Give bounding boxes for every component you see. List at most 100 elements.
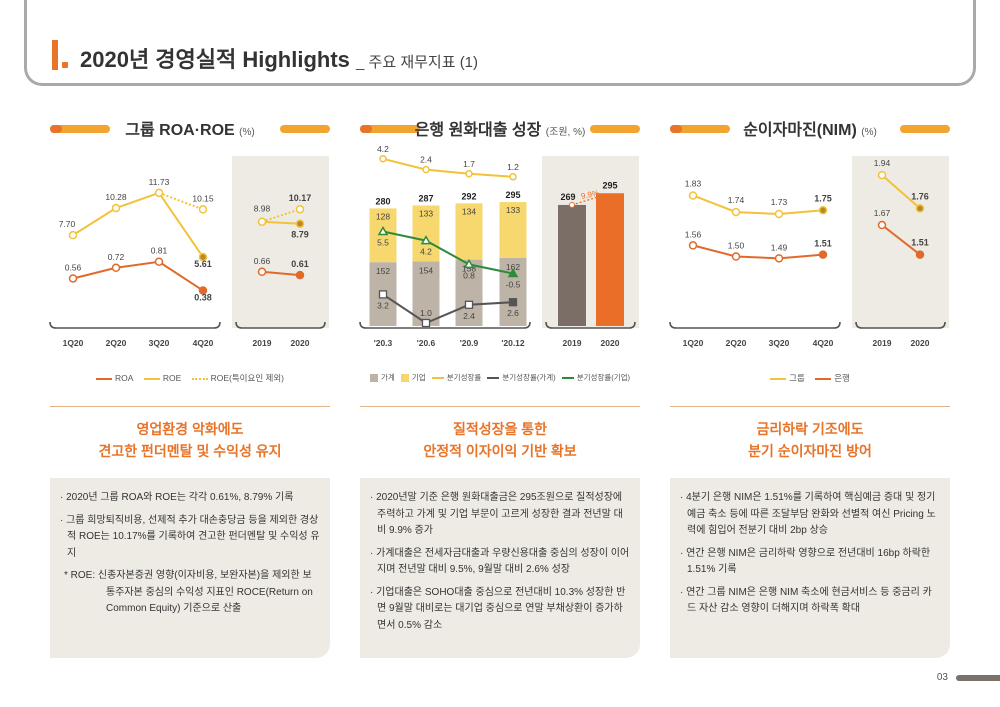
roe-line (72, 191, 204, 258)
x-tick-label: 4Q20 (813, 338, 834, 348)
header-frame (24, 0, 976, 86)
bullet: · 그룹 희망퇴직비용, 선제적 추가 대손충당금 등을 제외한 경상적 ROE… (60, 514, 320, 559)
x-tick-label: '20.12 (501, 338, 525, 348)
x-tick-label: 2Q20 (726, 338, 747, 348)
growth-corp-label: 5.5 (377, 238, 389, 248)
bar-corporate-label: 134 (462, 206, 476, 216)
roe-point (154, 188, 164, 198)
bank-line (692, 244, 824, 260)
bullet: · 기업대출은 SOHO대출 중심으로 전년대비 10.3% 성장한 반면 9월… (370, 586, 626, 631)
section-title-text: 순이자마진(NIM) (743, 122, 857, 139)
growth-corp-label: 0.8 (463, 270, 475, 280)
annual-roa-label: 0.66 (254, 256, 271, 266)
bank-point (688, 241, 698, 250)
axis-bracket (235, 321, 326, 329)
legend-swatch (96, 377, 113, 380)
growth-total-point (509, 173, 517, 181)
page-subtitle: _ 주요 재무지표 (1) (356, 54, 479, 71)
bank-label: 1.56 (685, 229, 702, 239)
annual-group-label: 1.76 (911, 191, 929, 201)
group-line (692, 194, 824, 215)
annual-background (542, 156, 639, 328)
panel-roa-roe: 그룹 ROA·ROE (%) 1Q20 2Q20 3Q20 4Q20 2019 2020 7… (49, 110, 330, 658)
annual-growth-arrow (571, 192, 611, 206)
title-right-bar (590, 125, 640, 133)
x-tick-label: 2019 (873, 338, 892, 348)
description-box: · 4분기 은행 NIM은 1.51%를 기록하여 핵심예금 증대 및 정기예금… (670, 478, 950, 658)
growth-hh-label: 2.6 (507, 308, 519, 318)
chart-nim: 1Q20 2Q20 3Q20 4Q20 2019 2020 1.83 1.56 1.74 1.50… (669, 146, 950, 352)
growth-hh-point (508, 298, 518, 307)
panel-loan-growth: 은행 원화대출 성장 (조원, %) '20.3 '20.6 '20.9 '20.12… (359, 110, 640, 658)
roa-label: 0.81 (151, 246, 168, 256)
annual-bar (596, 193, 624, 326)
bar-corporate (455, 203, 483, 260)
roe-label: 10.28 (105, 192, 127, 202)
growth-hh-point (421, 318, 431, 328)
page-title: 2020년 경영실적 Highlights _ 주요 재무지표 (1) (80, 42, 478, 74)
annual-bank-line (881, 224, 921, 256)
annual-roe-point (257, 217, 267, 226)
legend-swatch (369, 374, 378, 383)
annual-roe-ex-label: 10.17 (289, 193, 312, 203)
x-tick-label: 2Q20 (106, 338, 127, 348)
axis-bracket (49, 321, 221, 329)
legend-item-group: 그룹 (770, 372, 805, 384)
chart-loan-growth: '20.3 '20.6 '20.9 '20.12 2019 2020 152 128 280 15… (359, 144, 640, 352)
x-tick-label: 3Q20 (769, 338, 790, 348)
roe-point (198, 252, 208, 262)
group-point (818, 206, 828, 215)
legend-swatch (770, 377, 787, 380)
legend-swatch (487, 377, 500, 380)
title-right-bar (900, 125, 950, 133)
legend-item-bank: 은행 (815, 372, 850, 384)
growth-hh-point (464, 300, 474, 309)
legend-item-growth-corp: 분기성장률(기업) (561, 372, 630, 383)
annual-roa-point (295, 270, 305, 280)
chart-roa-roe: 1Q20 2Q20 3Q20 4Q20 2019 2020 7.70 0.56 10.28 0.7… (49, 146, 330, 352)
group-label: 1.73 (771, 197, 788, 207)
annual-bank-point (877, 220, 887, 230)
bar-corporate-label: 128 (376, 211, 390, 221)
x-tick-label: 1Q20 (63, 338, 84, 348)
group-label: 1.75 (814, 193, 832, 203)
legend-item-roe-ex: ROE(특이요인 제외) (191, 372, 284, 384)
bar-total-label: 280 (375, 196, 390, 206)
x-tick-label: 2019 (253, 338, 272, 348)
roa-line (72, 260, 204, 292)
annual-group-line (881, 174, 921, 210)
section-unit: (%) (861, 127, 877, 138)
annual-roe-label: 8.98 (254, 204, 271, 214)
annual-bar (558, 204, 586, 326)
growth-total-label: 2.4 (420, 155, 432, 165)
bar-household-label: 162 (506, 262, 520, 272)
description-box: · 2020년 그룹 ROA와 ROE는 각각 0.61%, 8.79% 기록 … (50, 478, 330, 658)
roa-point (111, 263, 121, 273)
section-title: 그룹 ROA·ROE (%) (50, 116, 330, 140)
annual-group-label: 1.94 (874, 158, 891, 168)
annual-group-point (915, 204, 925, 213)
bar-total-label: 287 (418, 193, 433, 203)
section-unit: (%) (239, 127, 255, 138)
chart-loan-growth-svg: '20.3 '20.6 '20.9 '20.12 2019 2020 152 128 280 15… (359, 144, 639, 348)
legend-item-household: 가계 (369, 372, 395, 383)
roe-label: 11.73 (149, 177, 170, 187)
bar-corporate (369, 208, 397, 263)
group-point (774, 209, 784, 219)
annual-roa-line (261, 270, 301, 277)
legend: 가계 기업 분기성장률 분기성장률(가계) 분기성장률(기업) (360, 372, 640, 383)
header-accent-dot (62, 62, 68, 68)
bar-corporate (499, 202, 527, 258)
x-tick-label: 2020 (911, 338, 930, 348)
headline: 영업환경 악화에도 견고한 펀더멘탈 및 수익성 유지 (98, 421, 282, 459)
annual-roe-point (295, 219, 305, 228)
group-label: 1.74 (728, 195, 745, 205)
annual-growth-label: 9.9% (580, 188, 600, 201)
growth-corp-point (420, 235, 432, 245)
legend: ROA ROE ROE(특이요인 제외) (50, 372, 330, 384)
axis-bracket (545, 321, 636, 329)
title-left-bar (50, 125, 110, 133)
roe-ex-label: 10.15 (192, 193, 214, 203)
annual-roa-label: 0.61 (291, 259, 309, 269)
bar-total-label: 295 (505, 190, 520, 200)
